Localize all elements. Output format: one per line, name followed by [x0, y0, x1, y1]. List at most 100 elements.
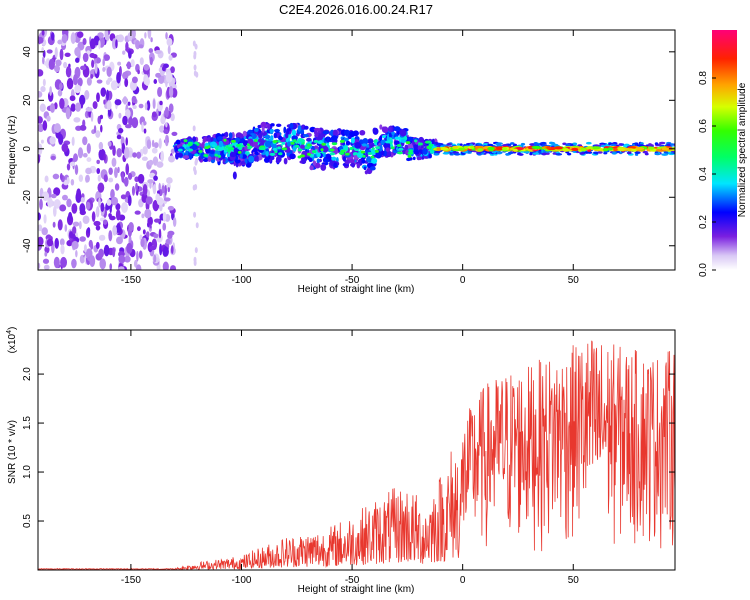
heatmap-cell	[139, 57, 144, 66]
heatmap-cell	[168, 103, 174, 113]
heatmap-cell	[602, 147, 609, 152]
heatmap-cell	[344, 159, 351, 165]
heatmap-cell	[38, 36, 44, 44]
heatmap-cell	[446, 143, 452, 146]
colorbar-ticks: 0.0 0.2 0.4 0.6 0.8	[698, 71, 716, 277]
heatmap-cell	[102, 219, 108, 225]
heatmap-cell	[74, 164, 79, 175]
heatmap-cell	[71, 258, 77, 268]
heatmap-cell	[254, 127, 259, 132]
heatmap-cell	[80, 65, 86, 71]
heatmap-cell	[122, 50, 126, 55]
heatmap-cell	[370, 155, 375, 159]
heatmap-cell	[572, 142, 578, 146]
heatmap-cell	[394, 140, 400, 146]
heatmap-cell	[277, 146, 281, 150]
x-tick-label: -50	[345, 275, 360, 286]
heatmap-cell	[142, 229, 146, 235]
heatmap-cell	[53, 187, 61, 196]
heatmap-cell	[102, 67, 106, 72]
heatmap-cell	[144, 32, 147, 39]
heatmap-cell	[274, 150, 278, 154]
heatmap-cell	[52, 173, 60, 180]
heatmap-cell	[99, 258, 106, 270]
heatmap-cell	[125, 41, 129, 52]
heatmap-cell	[158, 228, 162, 239]
heatmap-cell	[153, 218, 161, 223]
heatmap-cell	[580, 148, 587, 152]
heatmap-cell	[53, 123, 61, 133]
heatmap-cell	[195, 222, 199, 229]
heatmap-cell	[134, 210, 141, 215]
heatmap-cell	[148, 48, 154, 54]
heatmap-cell	[520, 142, 526, 146]
heatmap-cell	[397, 147, 404, 151]
heatmap-cell	[103, 244, 110, 257]
heatmap-cell	[153, 78, 158, 84]
heatmap-cell	[59, 98, 65, 110]
heatmap-cell	[54, 237, 59, 249]
heatmap-cell	[143, 128, 147, 134]
heatmap-cell	[394, 136, 400, 140]
heatmap-cell	[166, 183, 171, 190]
heatmap-cell	[634, 151, 641, 155]
heatmap-cell	[228, 147, 235, 151]
heatmap-cell	[152, 98, 156, 110]
heatmap-cell	[117, 166, 120, 174]
heatmap-cell	[121, 172, 125, 183]
heatmap-cell	[133, 259, 138, 268]
heatmap-cell	[98, 248, 104, 258]
heatmap-cell	[85, 174, 90, 183]
heatmap-cell	[264, 140, 272, 148]
heatmap-cell	[289, 153, 296, 160]
x-tick-label: -150	[121, 575, 141, 586]
heatmap-cell	[147, 179, 154, 184]
heatmap-cell	[187, 141, 193, 145]
heatmap-cell	[297, 148, 303, 152]
heatmap-cell	[270, 123, 275, 127]
heatmap-cell	[264, 134, 271, 140]
heatmap-cell	[156, 197, 164, 206]
heatmap-cell	[371, 157, 378, 164]
heatmap-cell	[470, 145, 475, 150]
heatmap-cell	[40, 139, 44, 144]
heatmap-cell	[329, 152, 336, 156]
heatmap-cell	[316, 152, 321, 158]
heatmap-cell	[475, 145, 485, 150]
heatmap-cell	[229, 151, 236, 158]
heatmap-cell	[626, 151, 632, 155]
heatmap-cell	[153, 142, 159, 149]
heatmap-cell	[163, 197, 171, 202]
heatmap-cell	[331, 156, 337, 161]
y-tick-label: 2.0	[22, 367, 33, 381]
heatmap-cell	[71, 203, 78, 214]
heatmap-cell	[356, 152, 364, 159]
heatmap-cell	[234, 159, 241, 164]
heatmap-cell	[54, 64, 61, 73]
heatmap-cell	[413, 144, 418, 150]
heatmap-cell	[73, 153, 78, 162]
heatmap-cell	[413, 151, 420, 155]
heatmap-cell	[130, 59, 135, 67]
heatmap-cell	[167, 205, 175, 211]
heatmap-cell	[38, 91, 43, 98]
heatmap-cell	[408, 149, 414, 153]
y-tick-label: 0.5	[22, 514, 33, 528]
heatmap-cell	[381, 126, 389, 133]
heatmap-cell	[291, 129, 297, 137]
heatmap-cell	[357, 159, 363, 164]
heatmap-cell	[300, 144, 305, 149]
heatmap-cell	[166, 177, 173, 184]
heatmap-cell	[54, 46, 58, 59]
heatmap-cell	[52, 205, 57, 217]
heatmap-cell	[210, 137, 214, 142]
heatmap-cell	[135, 264, 142, 270]
heatmap-cell	[507, 151, 514, 155]
heatmap-cell	[623, 144, 628, 148]
heatmap-cell	[79, 236, 86, 242]
heatmap-cell	[69, 95, 76, 102]
heatmap-cell	[247, 138, 254, 145]
heatmap-cell	[38, 224, 43, 232]
heatmap-cell	[79, 124, 87, 131]
heatmap-cell	[171, 131, 178, 136]
